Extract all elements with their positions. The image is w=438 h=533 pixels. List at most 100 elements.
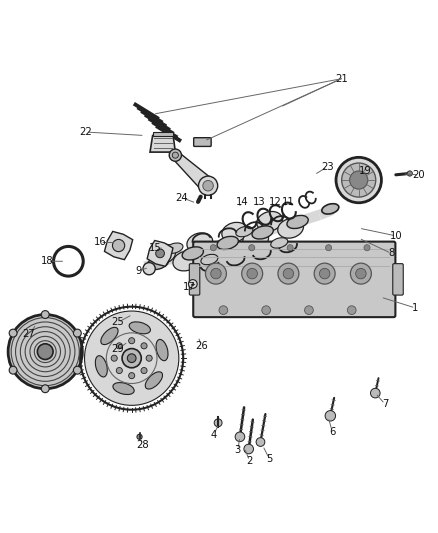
Ellipse shape xyxy=(201,254,218,265)
Circle shape xyxy=(188,280,197,288)
Text: 3: 3 xyxy=(235,445,241,455)
Ellipse shape xyxy=(217,236,238,249)
Circle shape xyxy=(244,444,254,454)
Circle shape xyxy=(74,366,81,374)
Circle shape xyxy=(41,311,49,318)
Ellipse shape xyxy=(156,340,168,361)
Ellipse shape xyxy=(208,240,233,261)
Circle shape xyxy=(113,239,125,252)
Circle shape xyxy=(287,245,293,251)
Circle shape xyxy=(155,249,164,258)
Circle shape xyxy=(325,245,332,251)
Circle shape xyxy=(122,349,141,368)
Text: 8: 8 xyxy=(389,248,395,259)
Circle shape xyxy=(371,389,380,398)
Text: 22: 22 xyxy=(79,127,92,137)
Polygon shape xyxy=(296,210,321,227)
Text: 24: 24 xyxy=(176,192,188,203)
Circle shape xyxy=(74,329,81,337)
Circle shape xyxy=(129,373,135,379)
Text: 13: 13 xyxy=(253,197,266,207)
Text: 7: 7 xyxy=(382,399,388,409)
Ellipse shape xyxy=(278,219,304,238)
Circle shape xyxy=(116,343,122,349)
Text: 26: 26 xyxy=(195,341,208,351)
Ellipse shape xyxy=(173,251,199,271)
Circle shape xyxy=(210,245,216,251)
Circle shape xyxy=(242,263,263,284)
FancyBboxPatch shape xyxy=(193,241,396,317)
Polygon shape xyxy=(167,249,190,264)
Text: 15: 15 xyxy=(149,243,162,253)
Circle shape xyxy=(262,306,271,314)
Text: 19: 19 xyxy=(359,166,372,176)
Polygon shape xyxy=(104,231,133,260)
Polygon shape xyxy=(187,243,212,259)
Text: 27: 27 xyxy=(23,329,35,339)
Text: 14: 14 xyxy=(235,197,248,207)
Circle shape xyxy=(169,149,181,161)
Text: 10: 10 xyxy=(390,231,403,241)
Ellipse shape xyxy=(113,383,134,394)
Circle shape xyxy=(141,367,147,374)
Text: 28: 28 xyxy=(136,440,149,450)
Circle shape xyxy=(278,263,299,284)
Text: 17: 17 xyxy=(183,282,196,293)
Text: 9: 9 xyxy=(135,266,141,276)
Text: 21: 21 xyxy=(335,74,348,84)
Circle shape xyxy=(129,338,135,344)
Circle shape xyxy=(172,152,178,158)
Polygon shape xyxy=(150,135,175,152)
Polygon shape xyxy=(274,217,299,233)
Polygon shape xyxy=(252,223,277,240)
Circle shape xyxy=(214,419,222,427)
Circle shape xyxy=(219,306,228,314)
Text: 5: 5 xyxy=(266,454,272,464)
FancyBboxPatch shape xyxy=(393,264,403,295)
Ellipse shape xyxy=(222,222,247,242)
Ellipse shape xyxy=(147,256,169,270)
Circle shape xyxy=(247,269,258,279)
Ellipse shape xyxy=(252,226,273,239)
Circle shape xyxy=(9,329,17,337)
Circle shape xyxy=(205,263,226,284)
Ellipse shape xyxy=(150,244,176,264)
Polygon shape xyxy=(147,240,173,266)
Circle shape xyxy=(127,354,136,362)
Circle shape xyxy=(203,181,213,191)
Text: 11: 11 xyxy=(282,197,294,207)
Circle shape xyxy=(37,344,53,359)
Circle shape xyxy=(9,366,17,374)
Circle shape xyxy=(211,269,221,279)
Ellipse shape xyxy=(145,372,162,389)
Text: 1: 1 xyxy=(412,303,419,313)
Circle shape xyxy=(319,269,330,279)
Ellipse shape xyxy=(166,243,183,253)
Circle shape xyxy=(141,343,147,349)
Circle shape xyxy=(364,245,370,251)
FancyBboxPatch shape xyxy=(189,264,200,295)
Text: 25: 25 xyxy=(111,317,124,327)
FancyBboxPatch shape xyxy=(194,138,211,147)
Circle shape xyxy=(8,314,82,389)
Circle shape xyxy=(347,306,356,314)
Circle shape xyxy=(325,410,336,421)
Circle shape xyxy=(342,163,376,197)
Circle shape xyxy=(116,367,122,374)
Circle shape xyxy=(314,263,335,284)
Text: 20: 20 xyxy=(413,170,425,180)
Ellipse shape xyxy=(271,238,288,248)
Ellipse shape xyxy=(187,233,213,253)
Ellipse shape xyxy=(95,356,107,377)
Circle shape xyxy=(356,269,366,279)
Circle shape xyxy=(350,171,368,189)
Circle shape xyxy=(256,438,265,446)
Circle shape xyxy=(336,157,381,203)
Circle shape xyxy=(304,306,313,314)
Polygon shape xyxy=(231,230,255,246)
Ellipse shape xyxy=(236,227,253,237)
Circle shape xyxy=(235,432,245,441)
Polygon shape xyxy=(152,132,173,135)
Polygon shape xyxy=(209,236,233,253)
Text: 16: 16 xyxy=(94,238,106,247)
